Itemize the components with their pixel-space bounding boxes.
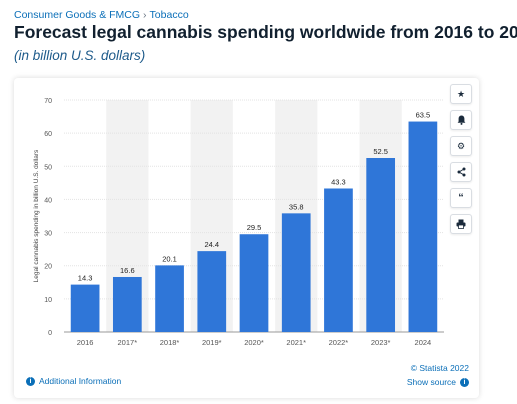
show-source-link[interactable]: Show source i	[407, 377, 469, 387]
print-button[interactable]	[450, 214, 472, 234]
y-tick-label: 60	[44, 131, 52, 138]
bar	[281, 213, 311, 332]
data-label: 24.4	[204, 240, 219, 249]
data-label: 43.3	[331, 177, 346, 186]
settings-button[interactable]: ⚙	[450, 136, 472, 156]
share-button[interactable]	[450, 162, 472, 182]
quote-icon: “	[458, 192, 464, 204]
y-tick-label: 20	[44, 264, 52, 271]
info-icon: i	[460, 377, 469, 387]
chart-card: 0 10 20 30 40 50 60 70 Legal cannabis spending i…	[14, 78, 479, 398]
statista-credit-link[interactable]: © Statista 2022	[410, 363, 469, 373]
page-title: Forecast legal cannabis spending worldwi…	[14, 22, 517, 42]
x-tick-label: 2023*	[371, 338, 391, 347]
bar	[408, 121, 438, 332]
y-tick-label: 0	[48, 330, 52, 337]
x-tick-label: 2017*	[118, 338, 138, 347]
data-label: 16.6	[120, 266, 135, 275]
breadcrumb: Consumer Goods & FMCG › Tobacco	[14, 9, 189, 21]
page-subtitle: (in billion U.S. dollars)	[14, 48, 146, 63]
print-icon	[456, 219, 466, 229]
show-source-label: Show source	[406, 377, 456, 387]
chart-sidebar: ★ ⚙ “	[450, 84, 472, 240]
data-label: 35.8	[289, 202, 304, 211]
data-label: 63.5	[416, 111, 431, 120]
breadcrumb-subcategory-link[interactable]: Tobacco	[149, 9, 189, 21]
additional-information-label: Additional Information	[39, 376, 122, 386]
y-tick-label: 30	[44, 231, 52, 238]
y-tick-label: 70	[44, 98, 52, 105]
gear-icon: ⚙	[456, 140, 466, 151]
y-axis-title: Legal cannabis spending in billion U.S. …	[33, 149, 40, 282]
x-tick-label: 2018*	[160, 338, 180, 347]
x-tick-label: 2021*	[286, 338, 306, 347]
additional-information-link[interactable]: i Additional Information	[26, 376, 121, 386]
y-tick-label: 40	[44, 197, 52, 204]
bar	[366, 158, 396, 332]
y-tick-label: 10	[44, 297, 52, 304]
share-icon	[457, 167, 465, 177]
bar	[324, 188, 353, 332]
breadcrumb-separator: ›	[143, 9, 147, 21]
x-tick-label: 2019*	[202, 338, 222, 347]
x-tick-label: 2020*	[244, 338, 264, 347]
x-tick-label: 2016	[77, 338, 94, 347]
bar	[70, 284, 100, 332]
notification-button[interactable]	[450, 110, 472, 130]
bar	[197, 251, 227, 332]
breadcrumb-category-link[interactable]: Consumer Goods & FMCG	[14, 9, 141, 21]
data-label: 14.3	[78, 274, 93, 283]
bar	[155, 265, 184, 332]
data-label: 29.5	[247, 223, 262, 232]
x-tick-label: 2022*	[329, 338, 349, 347]
bar-chart: 0 10 20 30 40 50 60 70 Legal cannabis spending i…	[33, 98, 444, 347]
data-label: 20.1	[162, 254, 177, 263]
cite-button[interactable]: “	[450, 188, 472, 208]
star-icon: ★	[456, 88, 466, 99]
bar	[239, 234, 269, 332]
info-icon: i	[26, 376, 35, 386]
x-tick-label: 2024	[415, 338, 432, 347]
data-label: 52.5	[373, 147, 388, 156]
y-tick-label: 50	[44, 164, 52, 171]
bell-icon	[457, 115, 465, 125]
favorite-button[interactable]: ★	[450, 84, 472, 104]
bar	[112, 276, 142, 332]
